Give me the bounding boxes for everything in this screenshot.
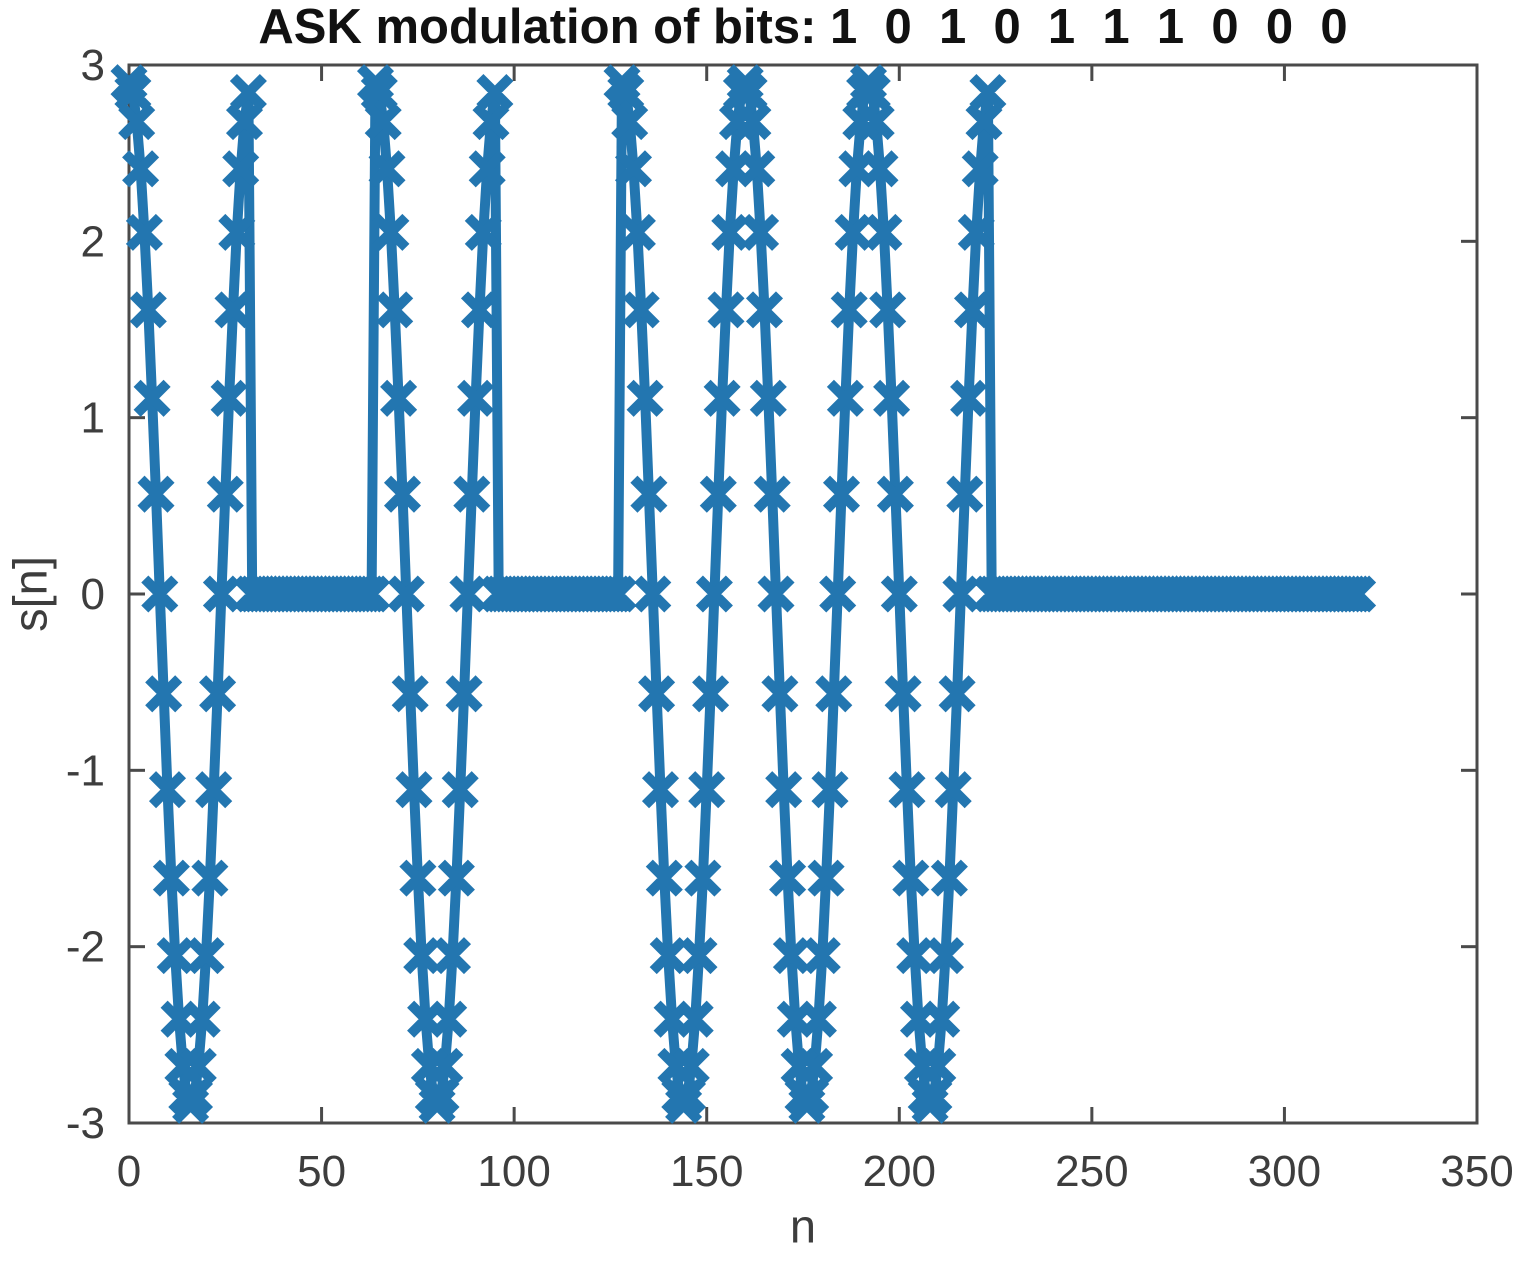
y-axis-label: s[n] [3,556,57,632]
y-tick-label: -2 [66,923,105,972]
y-tick-label: 1 [81,394,105,443]
y-tick-label: 3 [81,41,105,90]
x-tick-label: 350 [1440,1147,1513,1196]
signal-markers [110,64,1377,1124]
x-axis-label: n [789,1199,817,1253]
x-tick-label: 0 [117,1147,141,1196]
x-tick-label: 200 [863,1147,936,1196]
x-tick-label: 100 [477,1147,550,1196]
x-tick-label: 300 [1248,1147,1321,1196]
y-tick-label: -3 [66,1099,105,1148]
y-tick-label: 2 [81,217,105,266]
y-tick-label: -1 [66,746,105,795]
x-tick-label: 50 [297,1147,346,1196]
chart-title: ASK modulation of bits: 1 0 1 0 1 1 1 0 … [258,0,1348,54]
x-tick-label: 150 [670,1147,743,1196]
x-tick-label: 250 [1055,1147,1128,1196]
y-tick-label: 0 [81,570,105,619]
